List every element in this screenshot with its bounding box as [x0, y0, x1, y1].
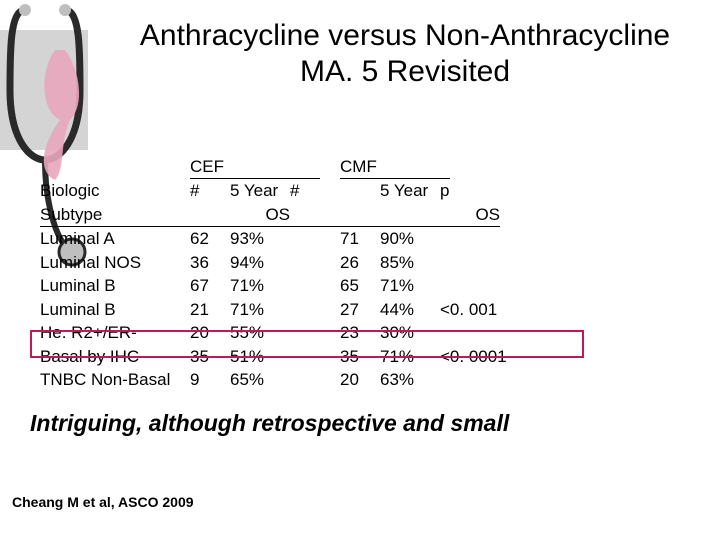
table-row: Luminal B2171% 2744%<0. 001 [40, 298, 680, 321]
cef-os-cell: 71% [230, 298, 290, 321]
cef-os-cell: 51% [230, 345, 290, 368]
cef-os-cell: 94% [230, 251, 290, 274]
cmf-os-cell: 90% [380, 227, 440, 250]
subtype-cell: Basal by IHC [40, 345, 190, 368]
cef-os-cell: 65% [230, 368, 290, 391]
cef-n-cell: 62 [190, 227, 230, 250]
cmf-os-cell: 63% [380, 368, 440, 391]
table-row: TNBC Non-Basal965% 2063% [40, 368, 680, 391]
p-cell [440, 368, 520, 391]
p-cell [440, 274, 520, 297]
subtype-cell: Luminal B [40, 298, 190, 321]
column-header-row-2: Subtype OS OS [40, 203, 680, 227]
cef-n-cell: 67 [190, 274, 230, 297]
p-cell [440, 227, 520, 250]
commentary-text: Intriguing, although retrospective and s… [30, 410, 509, 437]
table-row: Basal by IHC3551%3571%<0. 0001 [40, 345, 680, 368]
cef-os-cell: 55% [230, 321, 290, 344]
cmf-os-cell: 71% [380, 274, 440, 297]
cmf-os-cell: 71% [380, 345, 440, 368]
cmf-5yr-header: 5 Year [380, 179, 440, 202]
cef-5yr-header: 5 Year [230, 179, 290, 202]
table-row: He. R2+/ER-2055% 2330% [40, 321, 680, 344]
cef-n-cell: 36 [190, 251, 230, 274]
cmf-n-header: # [290, 179, 340, 202]
cmf-n-cell: 26 [340, 251, 380, 274]
cef-n-cell: 9 [190, 368, 230, 391]
subtype-header-l1: Biologic [40, 179, 190, 202]
subtype-cell: Luminal B [40, 274, 190, 297]
cmf-n-cell: 71 [340, 227, 380, 250]
table-row: Luminal NOS3694% 2685% [40, 251, 680, 274]
cef-n-cell: 35 [190, 345, 230, 368]
cmf-n-cell: 35 [340, 345, 380, 368]
p-cell: <0. 0001 [440, 345, 520, 368]
results-table: CEF CMF Biologic # 5 Year # 5 Year p Sub… [40, 155, 680, 392]
cmf-os-header: OS [380, 203, 500, 227]
cef-n-cell: 20 [190, 321, 230, 344]
cmf-header: CMF [340, 155, 450, 179]
table-row: Luminal A6293% 7190% [40, 227, 680, 250]
cmf-os-cell: 85% [380, 251, 440, 274]
cmf-n-cell: 23 [340, 321, 380, 344]
cmf-os-cell: 44% [380, 298, 440, 321]
cmf-n-cell: 27 [340, 298, 380, 321]
p-cell [440, 321, 520, 344]
title-line-1: Anthracycline versus Non-Anthracycline [140, 19, 670, 52]
slide-title: Anthracycline versus Non-Anthracycline M… [100, 18, 710, 90]
subtype-header-l2: Subtype [40, 203, 190, 227]
cmf-n-cell: 20 [340, 368, 380, 391]
p-cell: <0. 001 [440, 298, 520, 321]
p-cell [440, 251, 520, 274]
cef-n-cell: 21 [190, 298, 230, 321]
title-line-2: MA. 5 Revisited [300, 55, 510, 88]
cef-n-header: # [190, 179, 230, 202]
subtype-cell: Luminal NOS [40, 251, 190, 274]
group-header-row: CEF CMF [40, 155, 680, 179]
p-header: p [440, 179, 520, 202]
cmf-n-cell: 65 [340, 274, 380, 297]
citation-text: Cheang M et al, ASCO 2009 [12, 494, 194, 510]
column-header-row-1: Biologic # 5 Year # 5 Year p [40, 179, 680, 202]
table-row: Luminal B6771%6571% [40, 274, 680, 297]
subtype-cell: TNBC Non-Basal [40, 368, 190, 391]
cmf-os-cell: 30% [380, 321, 440, 344]
subtype-cell: He. R2+/ER- [40, 321, 190, 344]
cef-os-cell: 93% [230, 227, 290, 250]
subtype-cell: Luminal A [40, 227, 190, 250]
cef-os-header: OS [230, 203, 290, 227]
cef-os-cell: 71% [230, 274, 290, 297]
